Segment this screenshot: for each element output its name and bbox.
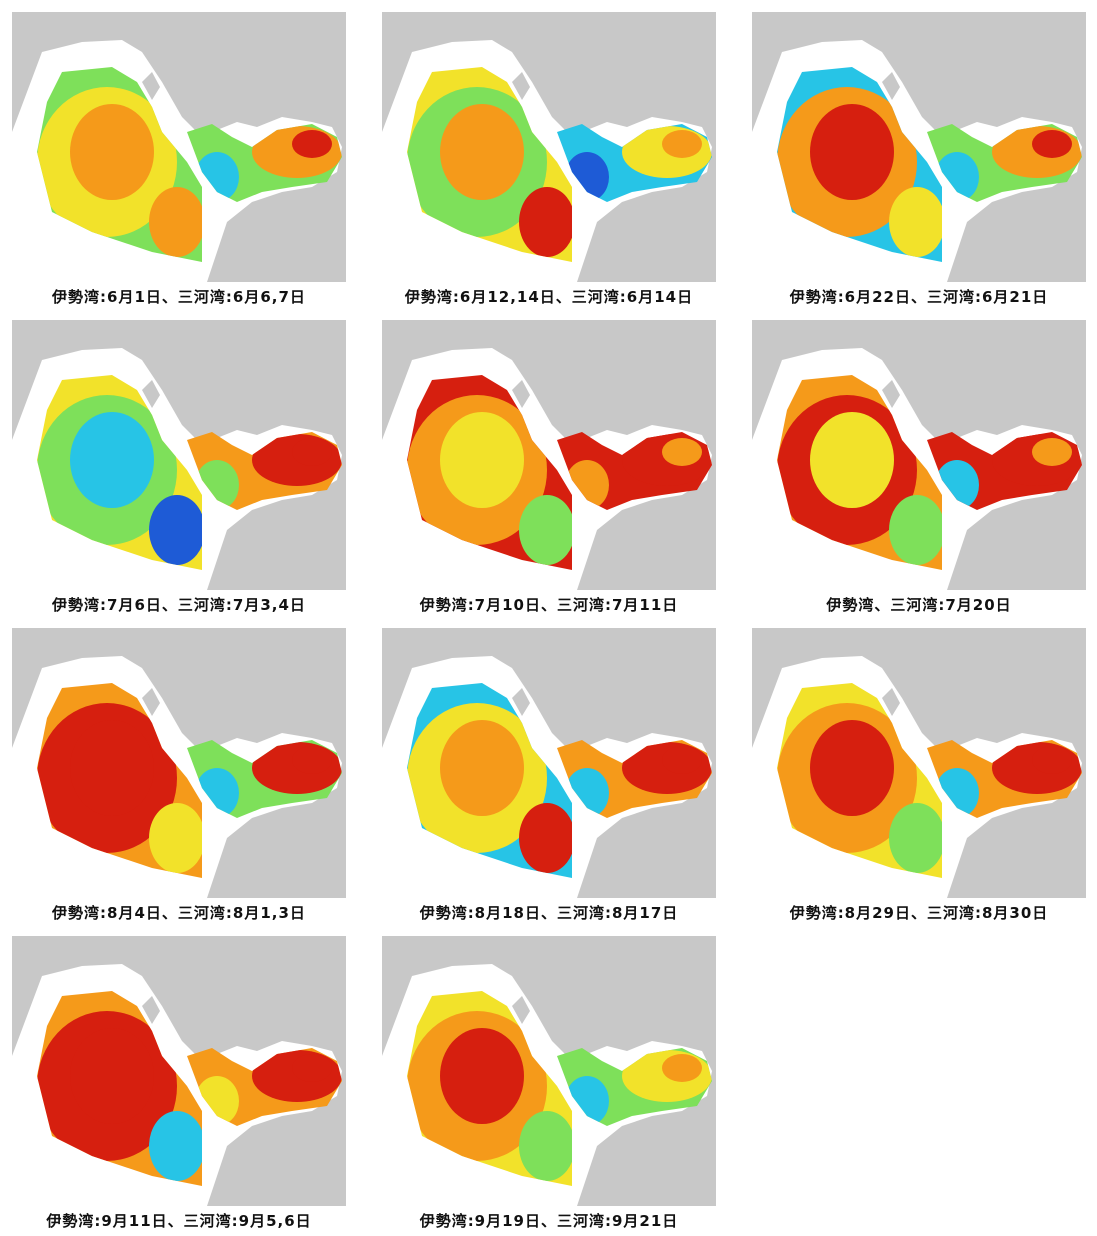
contour-map	[12, 628, 346, 898]
map-caption: 伊勢湾:8月18日、三河湾:8月17日	[419, 904, 679, 922]
map-svg	[382, 12, 716, 282]
contour-map	[752, 628, 1086, 898]
map-svg	[752, 320, 1086, 590]
map-caption: 伊勢湾:6月12,14日、三河湾:6月14日	[404, 288, 694, 306]
map-panel: 伊勢湾:8月29日、三河湾:8月30日	[744, 620, 1094, 922]
contour-map	[752, 12, 1086, 282]
map-panel: 伊勢湾:8月4日、三河湾:8月1,3日	[4, 620, 354, 922]
map-svg	[12, 320, 346, 590]
map-panel: 伊勢湾、三河湾:7月20日	[744, 312, 1094, 614]
map-svg	[752, 628, 1086, 898]
map-caption: 伊勢湾:9月19日、三河湾:9月21日	[419, 1212, 679, 1230]
map-caption: 伊勢湾:6月1日、三河湾:6月6,7日	[52, 288, 306, 306]
map-svg	[12, 628, 346, 898]
map-caption: 伊勢湾:8月4日、三河湾:8月1,3日	[52, 904, 306, 922]
contour-map	[12, 320, 346, 590]
contour-map	[12, 936, 346, 1206]
contour-map	[382, 320, 716, 590]
map-caption: 伊勢湾:6月22日、三河湾:6月21日	[789, 288, 1049, 306]
peninsula	[142, 32, 218, 122]
map-panel: 伊勢湾:8月18日、三河湾:8月17日	[374, 620, 724, 922]
map-caption: 伊勢湾、三河湾:7月20日	[826, 596, 1012, 614]
map-panel: 伊勢湾:7月10日、三河湾:7月11日	[374, 312, 724, 614]
map-svg	[382, 320, 716, 590]
map-svg	[382, 628, 716, 898]
map-panel: 伊勢湾:9月11日、三河湾:9月5,6日	[4, 928, 354, 1230]
mikawa-bay-contours	[557, 124, 712, 202]
map-panel: 伊勢湾:6月1日、三河湾:6月6,7日	[4, 4, 354, 306]
map-caption: 伊勢湾:7月10日、三河湾:7月11日	[419, 596, 679, 614]
peninsula	[142, 648, 218, 738]
map-caption: 伊勢湾:8月29日、三河湾:8月30日	[789, 904, 1049, 922]
contour-map	[382, 936, 716, 1206]
map-svg	[382, 936, 716, 1206]
map-panel: 伊勢湾:9月19日、三河湾:9月21日	[374, 928, 724, 1230]
map-svg	[12, 12, 346, 282]
map-caption: 伊勢湾:9月11日、三河湾:9月5,6日	[46, 1212, 312, 1230]
map-panel: 伊勢湾:7月6日、三河湾:7月3,4日	[4, 312, 354, 614]
mikawa-bay-contours	[927, 740, 1082, 818]
map-caption: 伊勢湾:7月6日、三河湾:7月3,4日	[52, 596, 306, 614]
map-panel: 伊勢湾:6月12,14日、三河湾:6月14日	[374, 4, 724, 306]
contour-map	[12, 12, 346, 282]
ise-bay-contours	[777, 375, 942, 570]
peninsula	[142, 340, 218, 430]
map-svg	[752, 12, 1086, 282]
contour-map	[382, 628, 716, 898]
map-svg	[12, 936, 346, 1206]
contour-map	[752, 320, 1086, 590]
peninsula	[142, 956, 218, 1046]
map-panel: 伊勢湾:6月22日、三河湾:6月21日	[744, 4, 1094, 306]
contour-map	[382, 12, 716, 282]
